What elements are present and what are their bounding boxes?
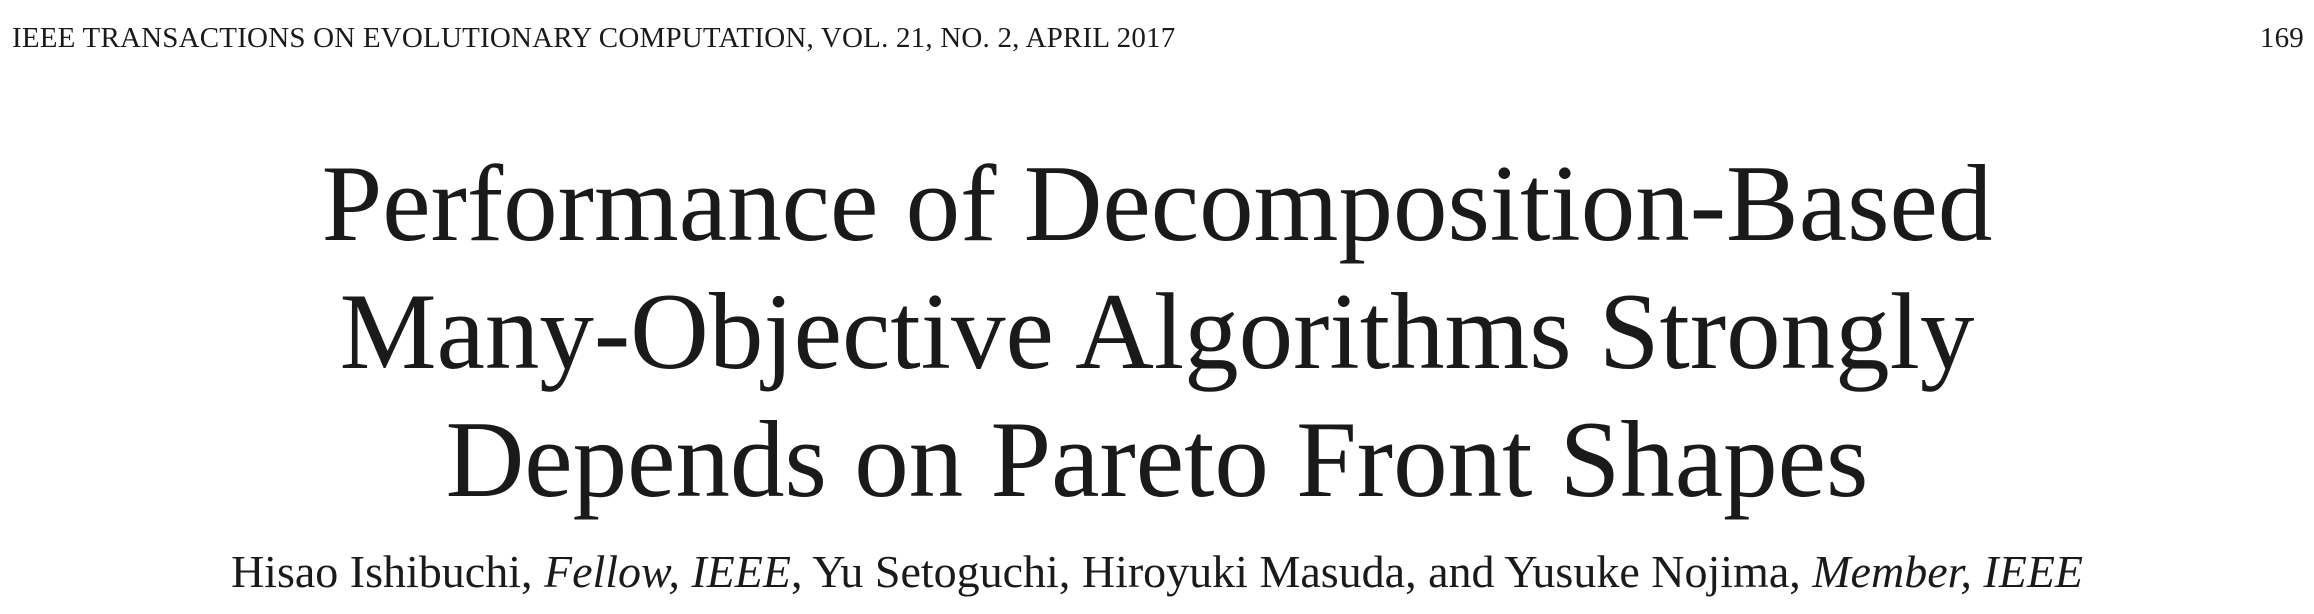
journal-info: IEEE TRANSACTIONS ON EVOLUTIONARY COMPUT… xyxy=(12,21,1176,54)
author-name: Yusuke Nojima xyxy=(1504,546,1790,597)
separator: , and xyxy=(1405,546,1505,597)
title-line-1: Performance of Decomposition-Based xyxy=(321,143,1993,264)
paper-title: Performance of Decomposition-Based Many-… xyxy=(0,140,2314,524)
author-name: Hiroyuki Masuda xyxy=(1081,546,1406,597)
author-list: Hisao Ishibuchi, Fellow, IEEE, Yu Setogu… xyxy=(0,544,2314,600)
running-header: IEEE TRANSACTIONS ON EVOLUTIONARY COMPUT… xyxy=(12,18,2304,58)
member-grade: Fellow, IEEE xyxy=(543,546,791,597)
member-grade: Member, IEEE xyxy=(1812,546,2084,597)
author-name: Yu Setoguchi xyxy=(812,546,1059,597)
page-number: 169 xyxy=(2259,21,2304,54)
separator: , xyxy=(790,546,813,597)
title-line-2: Many-Objective Algorithms Strongly xyxy=(339,271,1975,392)
separator: , xyxy=(520,546,544,597)
author-name: Hisao Ishibuchi xyxy=(230,546,521,597)
separator: , xyxy=(1789,546,1813,597)
title-line-3: Depends on Pareto Front Shapes xyxy=(445,399,1869,520)
separator: , xyxy=(1058,546,1082,597)
